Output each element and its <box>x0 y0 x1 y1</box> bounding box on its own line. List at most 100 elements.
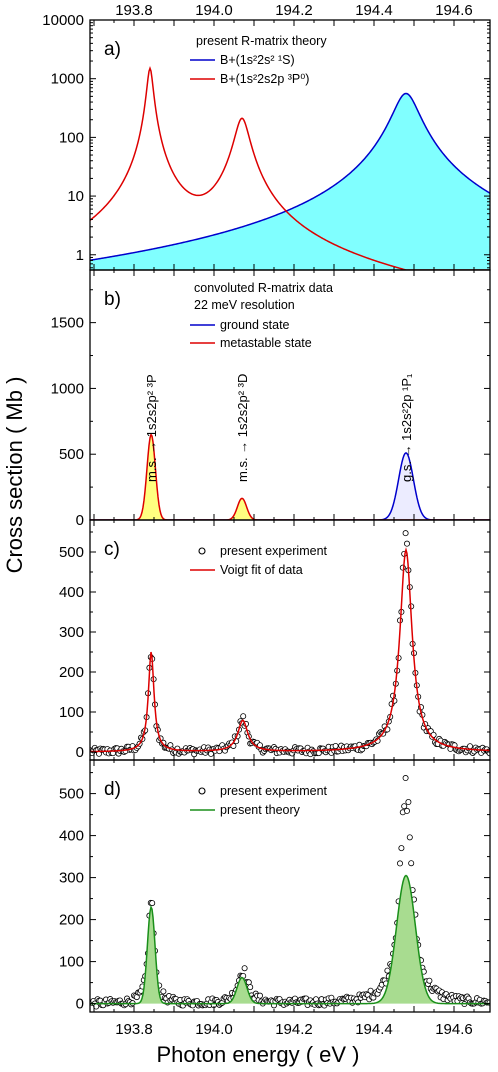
panel-d: 0 100 200 300 400 500 193.8 194.0 194.2 194.4 194.… <box>59 760 490 1038</box>
y-tick-label: 100 <box>59 129 84 146</box>
panel-c: 0 100 200 300 400 500 c) present experiment Voig… <box>59 520 490 761</box>
data-point <box>241 965 248 972</box>
legend-ground-state: ground state <box>220 318 290 332</box>
y-ticks: 0 100 200 300 400 500 <box>59 772 490 1013</box>
top-x-tick-label: 194.6 <box>435 2 473 19</box>
panel-b: 0 500 1000 1500 b) convoluted R-matrix data 22… <box>51 270 490 529</box>
x-tick-label: 194.0 <box>195 1021 233 1038</box>
x-ticks: 193.8 194.0 194.2 194.4 194.6 <box>93 760 475 1038</box>
legend-subtitle: 22 meV resolution <box>194 298 295 312</box>
data-point <box>396 860 403 867</box>
series-line-1 <box>90 66 490 270</box>
y-tick-label: 300 <box>59 624 84 641</box>
data-point <box>332 742 339 749</box>
y-tick-label: 1000 <box>51 71 84 88</box>
data-point <box>247 984 254 991</box>
legend-experiment: present experiment <box>220 784 328 798</box>
top-axis: 193.8 194.0 194.2 194.4 194.6 <box>115 2 473 19</box>
panel-label: d) <box>104 779 121 800</box>
data-point <box>399 564 406 571</box>
plot-area <box>90 530 490 758</box>
data-point <box>398 845 405 852</box>
y-tick-label: 500 <box>59 786 84 803</box>
x-axis-label: Photon energy ( eV ) <box>156 1042 359 1067</box>
y-axis-label: Cross section ( Mb ) <box>2 377 27 574</box>
data-point <box>384 967 391 974</box>
data-point <box>160 988 167 995</box>
x-tick-label: 193.8 <box>115 1021 153 1038</box>
legend-marker <box>198 547 206 555</box>
legend-experiment: present experiment <box>220 544 328 558</box>
legend-title: convoluted R-matrix data <box>194 281 333 295</box>
y-tick-label: 1000 <box>51 380 84 397</box>
y-tick-label: 10000 <box>42 12 84 29</box>
legend-ground-state: B+(1s²2s² ¹S) <box>220 53 295 67</box>
data-point <box>149 900 156 907</box>
legend-metastable-state: metastable state <box>220 336 312 350</box>
data-point <box>256 992 263 999</box>
y-tick-label: 300 <box>59 870 84 887</box>
legend-metastable-state: B+(1s²2s2p ³P⁰) <box>220 72 309 86</box>
data-point <box>367 987 374 994</box>
panel-a: 1 10 100 1000 10000 a) present R-matrix theory… <box>42 12 490 270</box>
series-fill-0 <box>90 93 490 270</box>
data-point <box>408 860 415 867</box>
legend-title: present R-matrix theory <box>196 34 327 48</box>
panel-label: c) <box>104 539 120 560</box>
panel-frame <box>89 759 491 1013</box>
y-tick-label: 0 <box>76 512 84 529</box>
top-x-tick-label: 193.8 <box>115 2 153 19</box>
top-x-tick-label: 194.0 <box>195 2 233 19</box>
y-tick-label: 1500 <box>51 315 84 332</box>
legend: convoluted R-matrix data 22 meV resolutio… <box>190 281 333 350</box>
data-point <box>401 803 408 810</box>
series-line-1 <box>90 432 490 520</box>
y-tick-label: 400 <box>59 584 84 601</box>
data-point <box>402 775 409 782</box>
y-tick-label: 500 <box>59 446 84 463</box>
peak-annotation: m.s. → 1s2s2p² ³P <box>144 374 159 482</box>
legend-theory: present theory <box>220 803 301 817</box>
top-x-tick-label: 194.2 <box>275 2 313 19</box>
series-fill-0 <box>90 452 490 520</box>
series-line-0 <box>90 92 490 261</box>
data-point <box>403 540 410 547</box>
x-tick-label: 194.4 <box>355 1021 393 1038</box>
y-ticks: 0 500 1000 1500 <box>51 289 490 529</box>
data-point <box>402 530 409 537</box>
data-point <box>426 977 433 984</box>
legend-marker <box>198 787 206 795</box>
y-tick-label: 100 <box>59 954 84 971</box>
plot-area <box>90 432 490 520</box>
data-point <box>466 743 473 750</box>
x-ticks <box>93 20 475 270</box>
x-tick-label: 194.2 <box>275 1021 313 1038</box>
panel-frames <box>89 19 491 1013</box>
legend: present experiment Voigt fit of data <box>190 544 328 577</box>
y-tick-label: 0 <box>76 744 84 761</box>
series-line-0 <box>90 452 490 520</box>
data-point <box>240 713 247 720</box>
x-tick-label: 194.6 <box>435 1021 473 1038</box>
y-tick-label: 1 <box>76 247 84 264</box>
panel-label: a) <box>104 39 121 60</box>
top-x-tick-label: 194.4 <box>355 2 393 19</box>
series-line-1 <box>90 547 490 753</box>
legend: present experiment present theory <box>190 784 328 817</box>
peak-annotation: m.s. → 1s2s2p² ³D <box>235 374 250 482</box>
data-point <box>245 979 252 986</box>
y-ticks: 0 100 200 300 400 500 <box>59 531 490 761</box>
y-tick-label: 500 <box>59 544 84 561</box>
series-fill-1 <box>90 875 490 1004</box>
legend-theory: Voigt fit of data <box>220 563 303 577</box>
panel-label: b) <box>104 289 121 310</box>
plot-area <box>90 775 490 1010</box>
data-point <box>405 799 412 806</box>
data-point <box>403 807 410 814</box>
legend: present R-matrix theory B+(1s²2s² ¹S) B+(1… <box>190 34 327 86</box>
y-tick-label: 400 <box>59 828 84 845</box>
plot-area <box>90 66 490 270</box>
peak-annotation: g.s. → 1s2s²2p ¹P₁ <box>399 373 414 482</box>
y-tick-label: 200 <box>59 664 84 681</box>
